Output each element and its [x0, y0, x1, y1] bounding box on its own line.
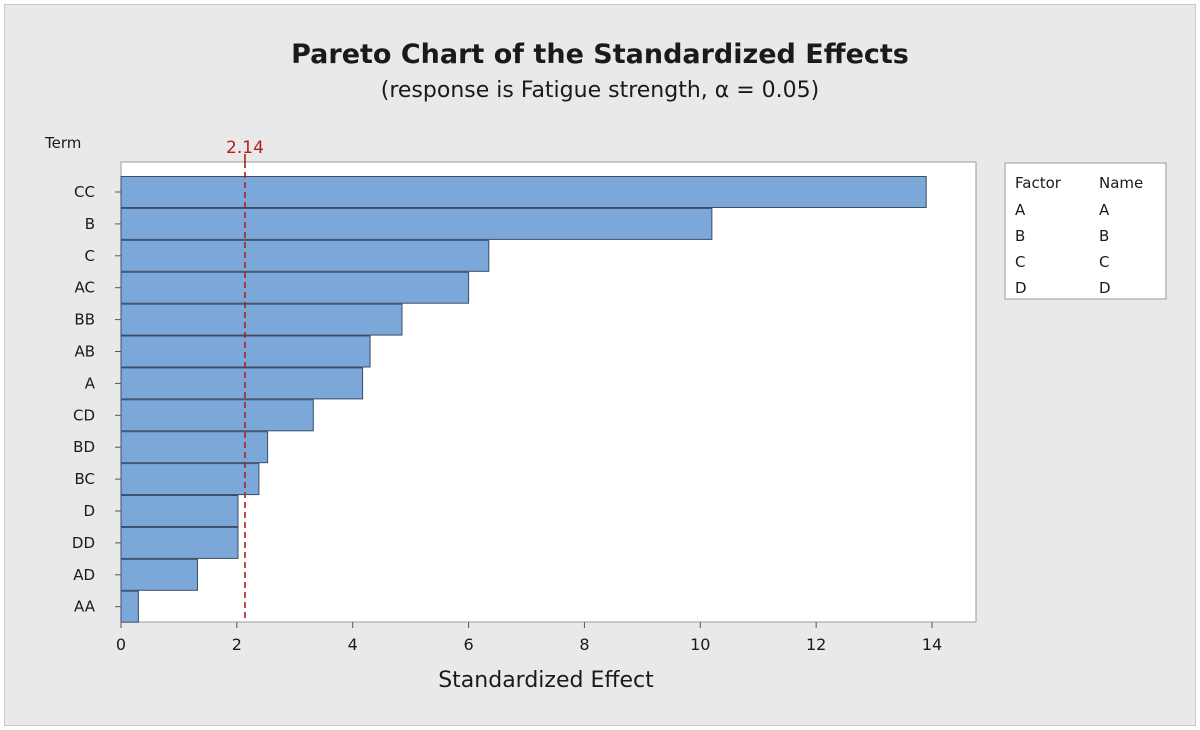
y-tick-label: CD — [73, 406, 95, 424]
y-tick-label: DD — [72, 534, 95, 552]
reference-line-label: 2.14 — [226, 138, 264, 158]
bar-dd — [120, 526, 239, 559]
y-tick-label: AA — [74, 598, 96, 616]
x-axis: 0 2 4 6 8 10 12 14 — [116, 622, 942, 654]
legend: Factor Name A A B B C C D D — [1004, 162, 1167, 300]
x-tick-label: 6 — [463, 635, 473, 654]
x-tick-label: 8 — [579, 635, 589, 654]
y-tick-label: A — [85, 374, 96, 392]
bar-b — [120, 207, 713, 240]
bar-bc — [120, 463, 260, 496]
chart-frame: Pareto Chart of the Standardized Effects… — [4, 4, 1196, 726]
y-tick-label: AD — [73, 566, 95, 584]
bar-c — [120, 239, 490, 272]
x-tick-label: 14 — [922, 635, 942, 654]
bar-ac — [120, 271, 470, 304]
legend-box — [1004, 162, 1167, 300]
bar-d — [120, 495, 239, 527]
x-tick-label: 2 — [232, 635, 242, 654]
y-tick-label: AC — [75, 279, 95, 297]
y-tick-label: D — [83, 502, 95, 520]
y-tick-label: BB — [74, 311, 95, 329]
legend-factor: D — [1015, 279, 1027, 297]
legend-factor: A — [1015, 201, 1026, 219]
legend-header-name: Name — [1099, 174, 1143, 192]
legend-factor: C — [1015, 253, 1025, 271]
legend-name: B — [1099, 227, 1109, 245]
y-tick-label: BC — [74, 470, 95, 488]
bar-bd — [120, 431, 269, 464]
x-axis-title: Standardized Effect — [438, 668, 654, 693]
y-tick-label: AB — [74, 343, 95, 361]
y-tick-label: CC — [74, 183, 95, 201]
x-tick-label: 4 — [348, 635, 358, 654]
bar-cc — [120, 176, 927, 208]
bar-cd — [120, 399, 314, 432]
chart-subtitle: (response is Fatigue strength, α = 0.05) — [381, 78, 820, 103]
legend-header-factor: Factor — [1015, 174, 1062, 192]
legend-name: A — [1099, 201, 1110, 219]
y-tick-label: C — [85, 247, 95, 265]
bar-bb — [120, 303, 403, 336]
bar-aa — [120, 590, 139, 623]
bars-group — [120, 176, 927, 623]
bar-a — [120, 367, 364, 400]
y-tick-label: BD — [73, 438, 95, 456]
y-tick-label: B — [85, 215, 95, 233]
x-tick-label: 0 — [116, 635, 126, 654]
pareto-chart: Pareto Chart of the Standardized Effects… — [44, 39, 1167, 693]
bar-ad — [120, 558, 198, 591]
y-axis-title: Term — [44, 134, 81, 152]
legend-name: D — [1099, 279, 1111, 297]
chart-title: Pareto Chart of the Standardized Effects — [291, 39, 909, 70]
x-tick-label: 10 — [690, 635, 710, 654]
x-tick-label: 12 — [806, 635, 826, 654]
legend-name: C — [1099, 253, 1109, 271]
legend-factor: B — [1015, 227, 1025, 245]
